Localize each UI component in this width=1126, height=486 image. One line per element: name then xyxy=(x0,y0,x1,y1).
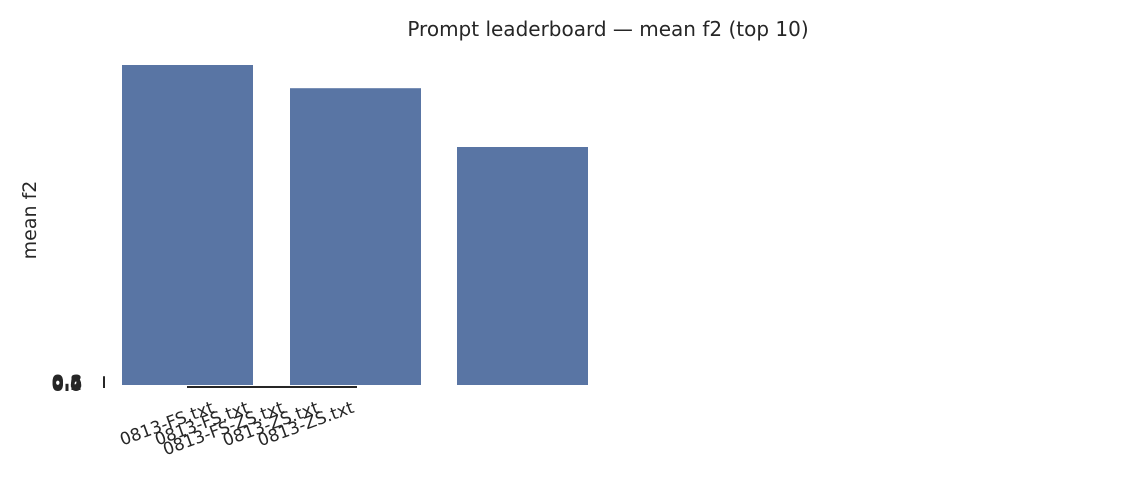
bar xyxy=(457,147,588,385)
y-tick-label: 0.0 xyxy=(52,376,82,396)
bar xyxy=(290,88,421,385)
bar xyxy=(122,65,253,385)
y-axis-label: mean f2 xyxy=(19,181,41,260)
y-tick-label: 0.8 xyxy=(52,372,82,392)
chart-title: Prompt leaderboard — mean f2 (top 10) xyxy=(407,17,808,41)
y-tick-label: 0.6 xyxy=(52,373,82,393)
y-tick-label: 0.4 xyxy=(52,374,82,394)
y-tick-label: 0.2 xyxy=(52,375,82,395)
